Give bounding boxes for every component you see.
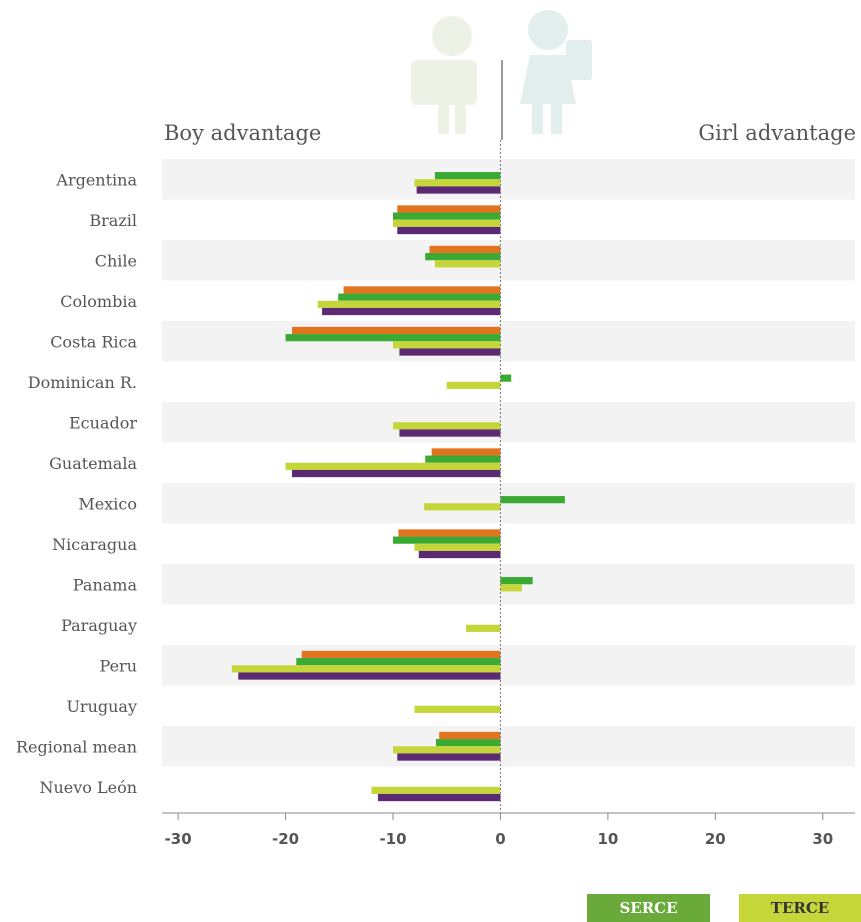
bar [371, 786, 501, 794]
bar [338, 293, 501, 301]
category-label: Brazil [89, 211, 137, 230]
bar [343, 286, 501, 294]
boy-icon [411, 16, 477, 134]
bar [429, 245, 501, 254]
bar [377, 793, 501, 802]
x-axis-ticks: -30 -20 -10 0 10 20 30 [165, 813, 833, 848]
bar [292, 469, 501, 478]
bar [397, 226, 501, 235]
legend-terce: TERCE [739, 894, 861, 922]
bar [418, 550, 501, 559]
category-label: Dominican R. [28, 373, 137, 392]
bar [238, 672, 501, 680]
bar [399, 429, 501, 437]
x-tick-label: 0 [495, 830, 505, 848]
category-label: Panama [73, 575, 138, 594]
category-label: Regional mean [16, 737, 137, 756]
bar [231, 665, 501, 673]
category-label: Chile [95, 251, 137, 270]
category-label: Peru [100, 656, 137, 675]
bars [231, 172, 565, 802]
bar [393, 219, 501, 227]
row-band [162, 240, 855, 281]
category-label: Guatemala [49, 454, 137, 473]
bar [431, 448, 501, 456]
bar [500, 577, 533, 585]
bar [301, 650, 501, 659]
category-label: Uruguay [66, 697, 137, 716]
x-tick-label: -20 [272, 830, 299, 848]
category-label: Costa Rica [50, 332, 137, 351]
girl-advantage-label: Girl advantage [698, 121, 856, 145]
bar [414, 179, 501, 187]
bar [425, 253, 501, 261]
bar [399, 348, 501, 356]
bar [393, 212, 501, 220]
category-label: Ecuador [69, 413, 137, 432]
x-tick-label: 10 [597, 830, 618, 848]
category-label: Nicaragua [52, 535, 137, 554]
boy-advantage-label: Boy advantage [164, 121, 321, 145]
row-band [162, 726, 855, 767]
bar [424, 503, 501, 511]
bar [500, 584, 522, 592]
bar [285, 334, 501, 342]
bar [397, 753, 501, 761]
girl-icon [520, 10, 592, 134]
x-tick-label: -30 [165, 830, 192, 848]
bar [285, 462, 501, 470]
bar [398, 529, 501, 537]
bar [393, 536, 501, 544]
bar [322, 307, 501, 316]
bar [292, 326, 501, 335]
bar [393, 746, 501, 754]
bar [393, 422, 501, 430]
bar [466, 624, 501, 632]
category-label: Argentina [55, 170, 137, 189]
bar [296, 658, 501, 666]
bar [500, 496, 565, 504]
x-tick-label: -10 [379, 830, 406, 848]
category-label: Mexico [78, 494, 137, 513]
category-labels: Argentina Brazil Chile Colombia Costa Rica Do… [16, 170, 138, 797]
category-label: Paraguay [61, 616, 137, 635]
row-band [162, 159, 855, 200]
bar [414, 705, 501, 713]
bar [435, 739, 501, 747]
bar [446, 381, 501, 389]
bar [500, 374, 512, 382]
bar [425, 455, 501, 463]
category-label: Colombia [60, 292, 137, 311]
bar [434, 172, 501, 180]
category-label: Nuevo León [39, 778, 137, 797]
x-tick-label: 20 [705, 830, 726, 848]
bar [439, 731, 501, 740]
bar [397, 205, 501, 213]
row-band [162, 402, 855, 443]
bar [393, 341, 501, 349]
x-tick-label: 30 [812, 830, 833, 848]
bar [434, 260, 501, 268]
bar [416, 186, 501, 194]
bar [414, 543, 501, 551]
row-band [162, 321, 855, 362]
legend-serce: SERCE [587, 894, 710, 922]
bar [317, 300, 501, 308]
